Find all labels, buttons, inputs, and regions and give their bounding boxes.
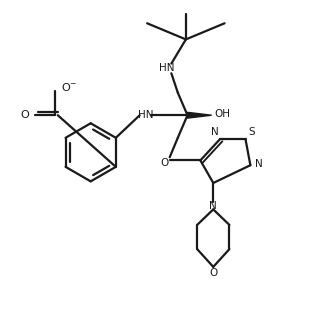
Text: OH: OH [214,109,230,119]
Text: O$^{-}$: O$^{-}$ [61,81,78,93]
Text: HN: HN [159,64,174,74]
Text: N: N [209,201,217,211]
Polygon shape [187,112,212,118]
Text: N: N [211,127,219,137]
Text: O: O [161,158,169,168]
Text: S: S [249,127,255,137]
Text: N: N [254,159,262,168]
Text: O: O [209,268,217,278]
Text: O: O [21,110,29,120]
Text: HN: HN [138,110,153,120]
